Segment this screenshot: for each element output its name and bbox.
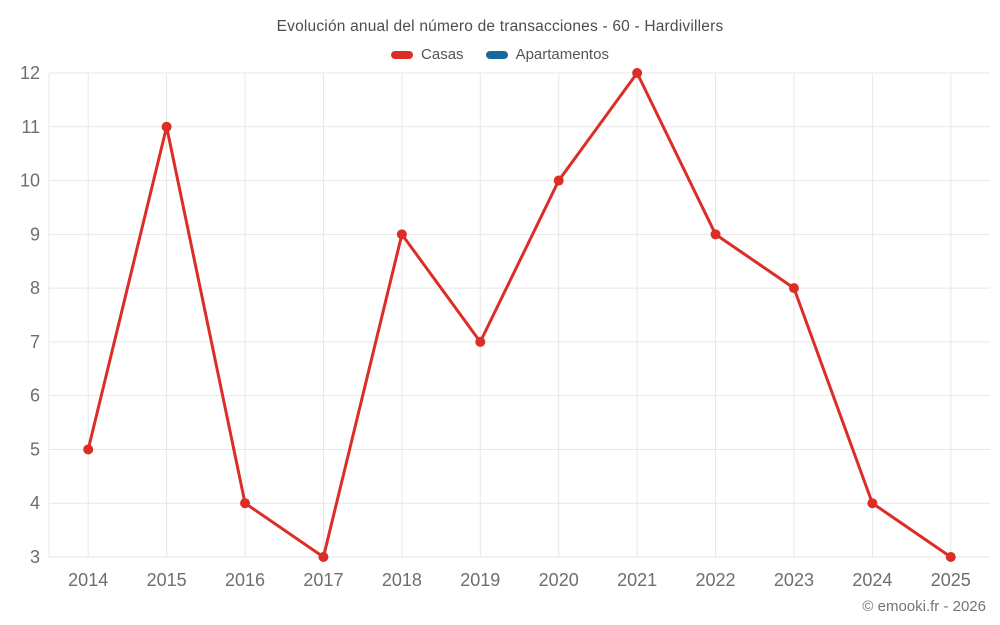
x-tick-label: 2015	[147, 570, 187, 590]
chart-legend: Casas Apartamentos	[0, 46, 1000, 63]
data-point-casas-2023[interactable]	[788, 283, 799, 294]
y-tick-label: 6	[30, 386, 40, 406]
y-tick-label: 10	[20, 171, 40, 191]
y-tick-label: 8	[30, 278, 40, 298]
series-line-casas	[86, 71, 953, 559]
x-tick-label: 2023	[774, 570, 814, 590]
y-tick-label: 5	[30, 439, 40, 459]
y-tick-label: 4	[30, 493, 40, 513]
data-point-casas-2022[interactable]	[710, 229, 721, 240]
x-tick-label: 2016	[225, 570, 265, 590]
x-tick-label: 2018	[382, 570, 422, 590]
legend-label-casas: Casas	[421, 46, 464, 63]
data-point-casas-2021[interactable]	[632, 68, 643, 78]
data-point-casas-2016[interactable]	[240, 498, 251, 509]
casas-legend-swatch-icon	[391, 50, 414, 59]
chart-title: Evolución anual del número de transaccio…	[276, 18, 724, 35]
data-point-casas-2025[interactable]	[945, 552, 956, 562]
data-point-casas-2017[interactable]	[318, 552, 329, 562]
y-tick-label: 12	[20, 63, 40, 83]
data-point-casas-2014[interactable]	[83, 444, 94, 455]
data-point-casas-2019[interactable]	[475, 336, 486, 347]
x-tick-label: 2022	[696, 570, 736, 590]
x-tick-label: 2019	[460, 570, 500, 590]
legend-item-casas[interactable]: Casas	[391, 46, 464, 63]
apartamentos-legend-swatch-icon	[485, 50, 508, 59]
data-point-casas-2020[interactable]	[553, 175, 564, 186]
x-tick-label: 2017	[303, 570, 343, 590]
x-tick-label: 2025	[931, 570, 971, 590]
credit-text: © emooki.fr - 2026	[862, 598, 986, 615]
y-tick-label: 7	[30, 332, 40, 352]
x-tick-label: 2024	[852, 570, 892, 590]
y-tick-label: 9	[30, 224, 40, 244]
legend-label-apartamentos: Apartamentos	[515, 46, 609, 63]
x-tick-label: 2014	[68, 570, 108, 590]
y-tick-label: 3	[30, 547, 40, 567]
x-tick-label: 2020	[539, 570, 579, 590]
legend-item-apartamentos[interactable]: Apartamentos	[485, 46, 609, 63]
data-point-casas-2015[interactable]	[161, 121, 172, 132]
data-point-casas-2018[interactable]	[396, 229, 407, 240]
x-tick-label: 2021	[617, 570, 657, 590]
y-tick-label: 11	[21, 117, 40, 137]
data-point-casas-2024[interactable]	[867, 498, 878, 509]
